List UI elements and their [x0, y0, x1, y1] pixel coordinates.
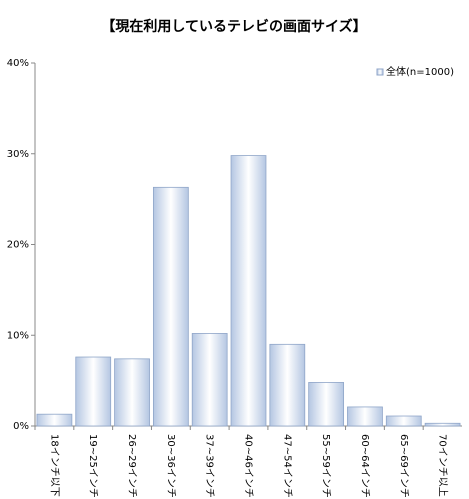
bar [152, 186, 189, 427]
bar [385, 415, 422, 427]
bar [75, 356, 112, 427]
x-tick-label: 40~46インチ [243, 434, 255, 498]
x-tick-label: 65~69インチ [398, 434, 410, 498]
bar [308, 382, 345, 427]
y-tick-label: 30% [7, 149, 29, 160]
x-tick-label: 60~64インチ [359, 434, 371, 498]
bar [191, 333, 228, 427]
x-tick-label: 19~25インチ [87, 434, 99, 498]
x-tick-label: 30~36インチ [165, 434, 177, 498]
bar [230, 155, 267, 427]
x-tick-label: 37~39インチ [204, 434, 216, 498]
y-tick-label: 10% [7, 330, 29, 341]
legend-swatch [376, 68, 384, 76]
y-tick-label: 0% [13, 421, 29, 432]
x-tick-label: 70インチ以上 [437, 434, 449, 497]
bar [36, 413, 73, 427]
y-tick-label: 40% [7, 58, 29, 69]
legend-label: 全体(n=1000) [386, 65, 454, 78]
chart-title: 【現在利用しているテレビの画面サイズ】 [101, 18, 366, 35]
bar [347, 406, 383, 427]
x-tick-label: 47~54インチ [281, 434, 293, 498]
y-tick-label: 20% [7, 240, 29, 251]
x-tick-label: 26~29インチ [126, 434, 138, 498]
x-tick-label: 55~59インチ [320, 434, 332, 498]
x-tick-label: 18インチ以下 [48, 434, 60, 497]
bar [114, 358, 150, 427]
bar [424, 422, 461, 427]
bar [269, 343, 306, 427]
